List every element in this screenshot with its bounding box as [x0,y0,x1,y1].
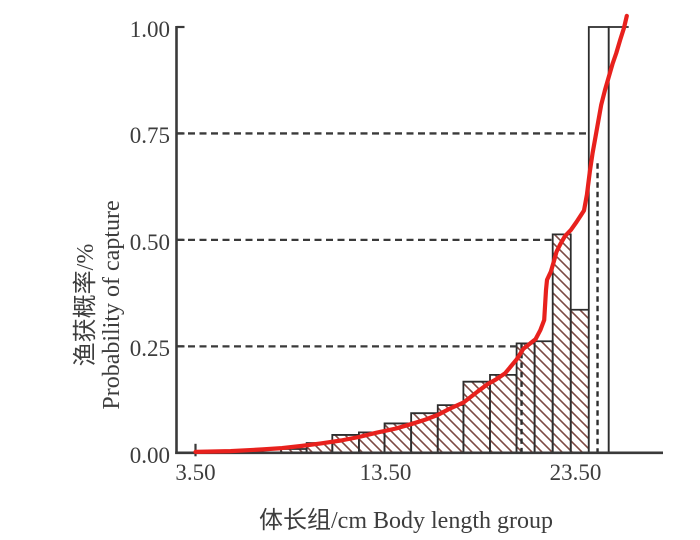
y-axis-title-en: Probability of capture [99,200,125,410]
y-tick-label-0.25: 0.25 [129,336,170,362]
y-axis-title-zh: 渔获概率/% [73,243,99,367]
capture-probability-bar [306,443,333,453]
x-tick-label-23.50: 23.50 [549,460,602,485]
capture-probability-bar [552,234,571,453]
y-axis-title: 渔获概率/% Probability of capture [73,135,127,475]
fitted-selectivity-curve [193,13,629,454]
y-tick-label-1.00: 1.00 [129,17,170,42]
capture-probability-bar [281,448,307,453]
y-tick-label-0.75: 0.75 [129,123,170,149]
capture-probability-bar [516,343,535,453]
capture-probability-bar [570,309,589,453]
capture-probability-bar [534,341,553,453]
y-tick-label-0.00: 0.00 [129,442,170,468]
x-tick-label-3.50: 3.50 [175,460,216,485]
capture-probability-bar [490,374,517,453]
capture-probability-bar-outline [607,26,629,453]
y-tick-label-0.50: 0.50 [129,229,170,255]
x-tick-label-13.50: 13.50 [359,460,412,485]
capture-probability-bar [608,27,629,453]
capture-probability-bar [588,27,609,453]
x-axis-title: 体长组/cm Body length group [259,508,553,534]
